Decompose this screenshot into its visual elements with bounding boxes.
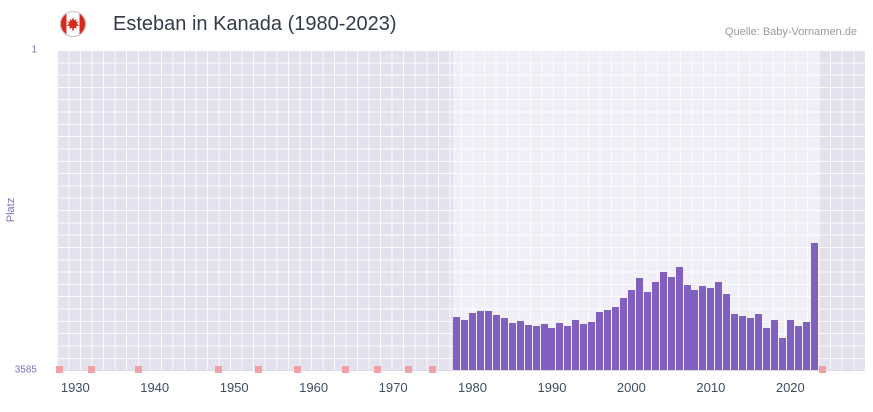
bars-layer	[55, 50, 865, 373]
x-axis-label-1960: 1960	[299, 380, 329, 395]
bar-1985	[508, 323, 516, 370]
bar-2020	[786, 320, 794, 370]
bar-2012	[723, 294, 731, 370]
chart-plot-area	[55, 50, 865, 373]
bar-2009	[699, 286, 707, 370]
bar-1993	[572, 320, 580, 370]
rare-year-marker-1928	[55, 366, 63, 373]
x-axis-label-1970: 1970	[378, 380, 408, 395]
bar-1991	[556, 323, 564, 370]
bar-1983	[492, 315, 500, 370]
bar-1995	[588, 321, 596, 370]
x-axis-label-1930: 1930	[60, 380, 90, 395]
bar-1990	[548, 328, 556, 370]
bar-2008	[691, 290, 699, 370]
bar-1980	[469, 312, 477, 370]
y-axis: 1 3585	[0, 45, 47, 376]
rare-year-marker-2024	[818, 366, 826, 373]
page-title: Esteban in Kanada (1980-2023)	[113, 13, 397, 35]
x-axis-label-2010: 2010	[696, 380, 726, 395]
rare-year-marker-1972	[405, 366, 413, 373]
bar-1981	[476, 311, 484, 370]
rare-year-marker-1964	[341, 366, 349, 373]
canada-flag-icon	[60, 11, 86, 37]
bar-2022	[802, 321, 810, 370]
y-axis-label-3585: 3585	[14, 364, 37, 376]
bar-1989	[540, 324, 548, 370]
bar-2019	[778, 337, 786, 370]
bar-1998	[612, 307, 620, 370]
bar-1994	[580, 324, 588, 370]
source-label: Quelle: Baby-Vornamen.de	[724, 26, 857, 38]
x-axis-label-2000: 2000	[616, 380, 646, 395]
bar-1982	[484, 311, 492, 370]
x-axis-label-1940: 1940	[140, 380, 170, 395]
y-axis-label-1: 1	[31, 44, 37, 56]
bar-2015	[747, 317, 755, 370]
bar-2002	[643, 291, 651, 370]
x-axis: 1930 1940 1950 1960 1970 1980 1990 2000 2010 2020	[57, 380, 865, 400]
rare-year-marker-1948	[214, 366, 222, 373]
bar-2007	[683, 285, 691, 370]
bar-2011	[715, 282, 723, 370]
rare-year-marker-1968	[373, 366, 381, 373]
bar-2017	[762, 328, 770, 370]
bar-1986	[516, 320, 524, 370]
bar-2016	[755, 313, 763, 370]
bar-1984	[500, 317, 508, 370]
x-axis-label-1980: 1980	[458, 380, 487, 395]
bar-2013	[731, 313, 739, 370]
bar-1996	[596, 312, 604, 370]
x-axis-label-1950: 1950	[219, 380, 249, 395]
bar-1997	[604, 310, 612, 370]
bar-2005	[667, 277, 675, 370]
bar-2001	[635, 278, 643, 370]
bar-2004	[659, 272, 667, 370]
y-axis-title: Platz	[5, 197, 17, 223]
bar-2023	[810, 243, 818, 370]
bar-2014	[739, 316, 747, 370]
bar-2021	[794, 325, 802, 370]
bar-1978	[453, 316, 461, 370]
bar-1987	[524, 324, 532, 370]
x-axis-label-1990: 1990	[537, 380, 567, 395]
bar-2018	[770, 320, 778, 370]
bar-2010	[707, 287, 715, 370]
rare-year-marker-1938	[135, 366, 143, 373]
bar-1988	[532, 325, 540, 370]
rare-year-marker-1953	[254, 366, 262, 373]
rare-year-marker-1958	[294, 366, 302, 373]
bar-2003	[651, 282, 659, 370]
rare-year-marker-1975	[429, 366, 437, 373]
bar-1979	[461, 320, 469, 370]
bar-1999	[619, 298, 627, 370]
rare-year-marker-1932	[87, 366, 95, 373]
x-axis-label-2020: 2020	[775, 380, 805, 395]
bar-1992	[564, 325, 572, 370]
bar-2006	[675, 266, 683, 370]
bar-2000	[627, 290, 635, 370]
